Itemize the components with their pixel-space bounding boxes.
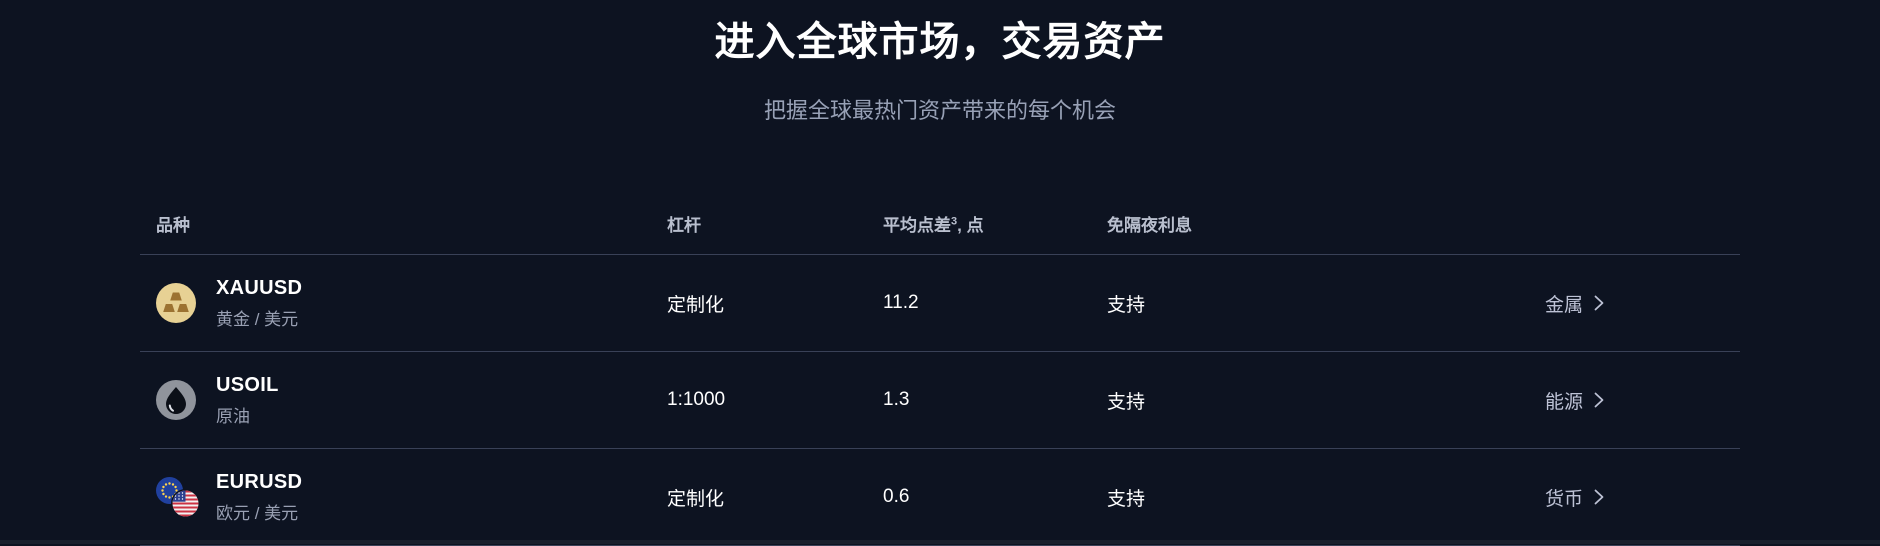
gold-bars-icon bbox=[156, 283, 200, 323]
symbol-name: USOIL bbox=[216, 373, 279, 396]
header-spread: 平均点差3, 点 bbox=[883, 214, 984, 235]
swap-free-value: 支持 bbox=[1107, 391, 1146, 413]
chevron-right-icon bbox=[1594, 489, 1604, 505]
instruments-table: 品种 杠杆 平均点差3, 点 免隔夜利息 XAUUSD 黄金 / 美元 定制化 … bbox=[140, 192, 1740, 546]
chevron-right-icon bbox=[1594, 295, 1604, 311]
section-bottom-edge bbox=[0, 540, 1880, 544]
table-row-usoil[interactable]: USOIL 原油 1:1000 1.3 支持 能源 bbox=[140, 352, 1740, 449]
symbol-name: EURUSD bbox=[216, 470, 303, 493]
page-subtitle: 把握全球最热门资产带来的每个机会 bbox=[763, 98, 1116, 123]
spread-value: 11.2 bbox=[883, 292, 919, 313]
table-row-xauusd[interactable]: XAUUSD 黄金 / 美元 定制化 11.2 支持 金属 bbox=[140, 255, 1740, 352]
table-row-eurusd[interactable]: EURUSD 欧元 / 美元 定制化 0.6 支持 货币 bbox=[140, 449, 1740, 546]
header-leverage: 杠杆 bbox=[667, 215, 701, 235]
leverage-value: 定制化 bbox=[667, 294, 725, 316]
chevron-right-icon bbox=[1594, 392, 1604, 408]
swap-free-value: 支持 bbox=[1107, 294, 1146, 316]
instrument-cell: XAUUSD 黄金 / 美元 bbox=[156, 277, 667, 330]
eur-usd-flags-icon bbox=[156, 477, 200, 517]
symbol-description: 黄金 / 美元 bbox=[216, 309, 299, 329]
category-link-metals[interactable]: 金属 bbox=[1545, 290, 1604, 317]
page-title: 进入全球市场，交易资产 bbox=[714, 20, 1166, 64]
header-instrument: 品种 bbox=[156, 215, 190, 235]
table-header-row: 品种 杠杆 平均点差3, 点 免隔夜利息 bbox=[140, 192, 1740, 255]
symbol-description: 原油 bbox=[216, 406, 250, 426]
category-link-currencies[interactable]: 货币 bbox=[1545, 484, 1604, 511]
hero-section: 进入全球市场，交易资产 把握全球最热门资产带来的每个机会 bbox=[0, 0, 1880, 124]
category-link-energy[interactable]: 能源 bbox=[1545, 387, 1604, 414]
swap-free-value: 支持 bbox=[1107, 488, 1146, 510]
spread-value: 0.6 bbox=[883, 486, 910, 507]
leverage-value: 1:1000 bbox=[667, 389, 726, 410]
symbol-name: XAUUSD bbox=[216, 276, 303, 299]
spread-footnote-marker: 3 bbox=[951, 214, 958, 227]
header-swap-free: 免隔夜利息 bbox=[1107, 215, 1192, 235]
symbol-description: 欧元 / 美元 bbox=[216, 503, 299, 523]
instrument-cell: USOIL 原油 bbox=[156, 374, 667, 427]
oil-drop-icon bbox=[156, 380, 200, 420]
spread-value: 1.3 bbox=[883, 389, 910, 410]
leverage-value: 定制化 bbox=[667, 488, 725, 510]
instrument-cell: EURUSD 欧元 / 美元 bbox=[156, 471, 667, 524]
